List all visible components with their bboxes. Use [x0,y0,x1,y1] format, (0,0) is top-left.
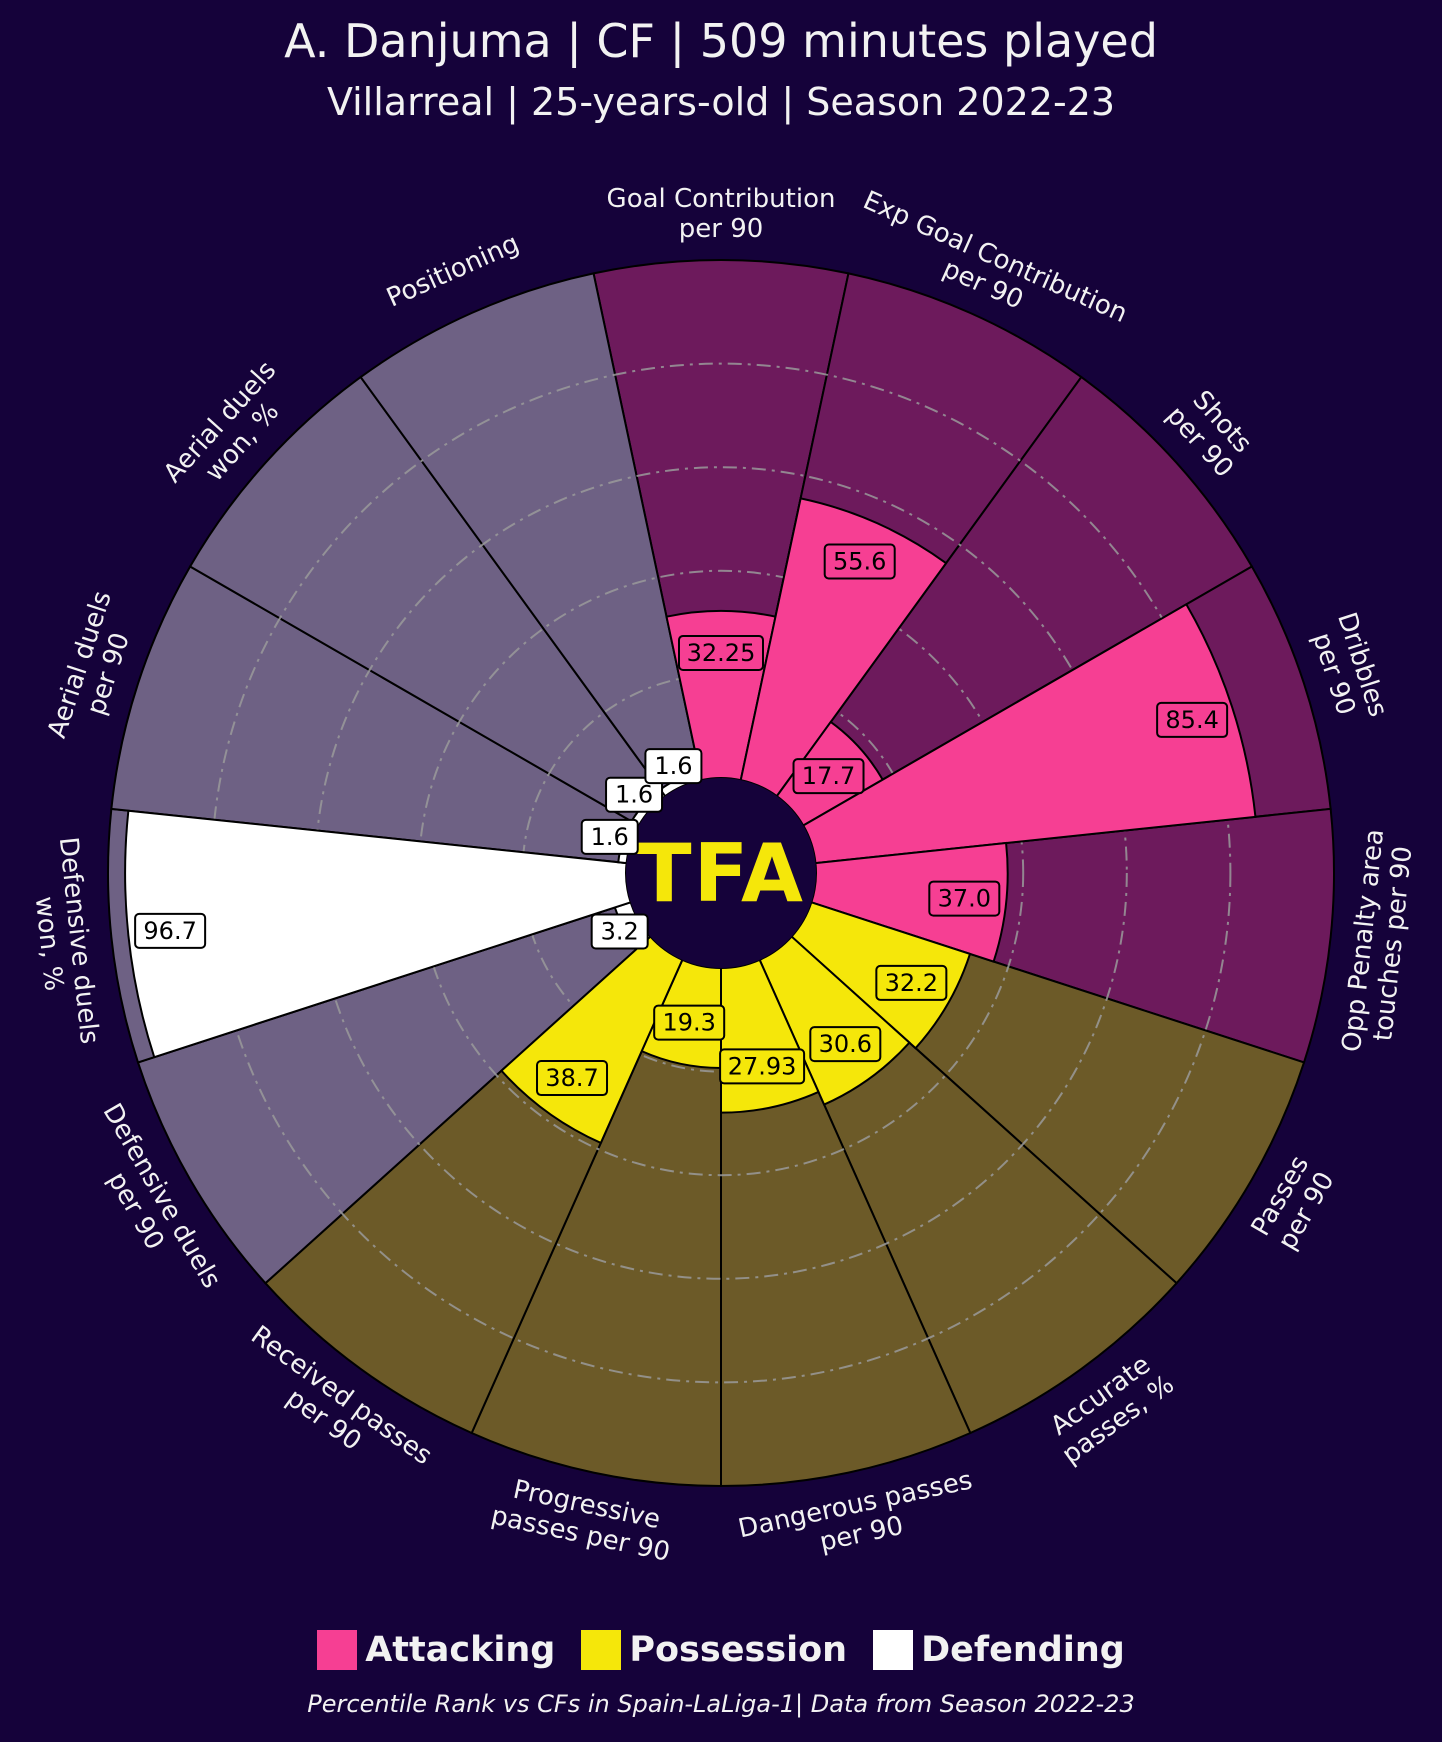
value-label: 27.93 [719,1048,806,1085]
value-label: 38.7 [536,1060,609,1097]
legend-label-defending: Defending [921,1630,1125,1670]
value-label: 1.6 [644,748,703,785]
value-label: 32.25 [678,634,764,671]
value-label-box [928,880,1001,917]
value-label-box [653,1004,726,1041]
value-label: 37.0 [928,880,1001,917]
tfa-logo: TFA [637,827,805,920]
value-label-box [644,748,703,785]
value-label-text: 17.7 [802,762,855,790]
value-label-box [809,1026,882,1063]
value-label: 1.6 [580,818,639,855]
value-label-text: 32.2 [885,969,938,997]
value-label-text: 96.7 [143,917,196,945]
value-label-box [875,964,948,1001]
legend: Attacking Possession Defending [0,1630,1442,1670]
value-label-box [719,1048,806,1085]
value-label: 30.6 [809,1026,882,1063]
value-label-text: 38.7 [545,1064,598,1092]
value-label-text: 19.3 [662,1009,715,1037]
value-label-box [536,1060,609,1097]
value-label-text: 37.0 [938,885,991,913]
value-label: 55.6 [823,543,896,580]
value-label-text: 27.93 [728,1052,797,1080]
grid-ring [314,466,1128,1280]
value-label-box [678,634,764,671]
chart-title: A. Danjuma | CF | 509 minutes played [284,14,1158,68]
center-disc [626,778,816,968]
legend-item-possession: Possession [581,1630,847,1670]
value-label-text: 1.6 [591,823,629,851]
legend-item-defending: Defending [873,1630,1125,1670]
value-label: 96.7 [134,912,207,949]
value-label-text: 1.6 [654,752,692,780]
value-label-text: 3.2 [601,918,639,946]
value-label-text: 55.6 [833,547,886,575]
value-label-box [134,912,207,949]
legend-label-possession: Possession [629,1630,848,1670]
value-label: 3.2 [590,913,649,950]
value-label-box [792,758,865,795]
legend-swatch-defending [873,1630,914,1670]
param-label-line: Goal Contribution [607,184,836,214]
value-label: 1.6 [605,776,664,813]
value-label: 85.4 [1156,701,1229,738]
value-label-text: 85.4 [1165,706,1218,734]
param-label-line: per 90 [679,214,764,244]
value-label: 17.7 [792,758,865,795]
value-label-text: 32.25 [687,639,756,667]
value-label-box [823,543,896,580]
value-label-box [580,818,639,855]
value-label: 32.2 [875,964,948,1001]
chart-subtitle: Villarreal | 25-years-old | Season 2022-… [326,80,1116,124]
value-label-box [1156,701,1229,738]
legend-label-attacking: Attacking [365,1630,556,1670]
value-label-text: 1.6 [615,781,653,809]
legend-swatch-possession [581,1630,622,1670]
value-label-box [590,913,649,950]
footer-note: Percentile Rank vs CFs in Spain-LaLiga-1… [307,1690,1135,1718]
value-label: 19.3 [653,1004,726,1041]
value-label-text: 30.6 [819,1030,872,1058]
value-label-box [605,776,664,813]
legend-swatch-attacking [317,1630,358,1670]
legend-item-attacking: Attacking [317,1630,555,1670]
value-slice [124,809,632,1059]
